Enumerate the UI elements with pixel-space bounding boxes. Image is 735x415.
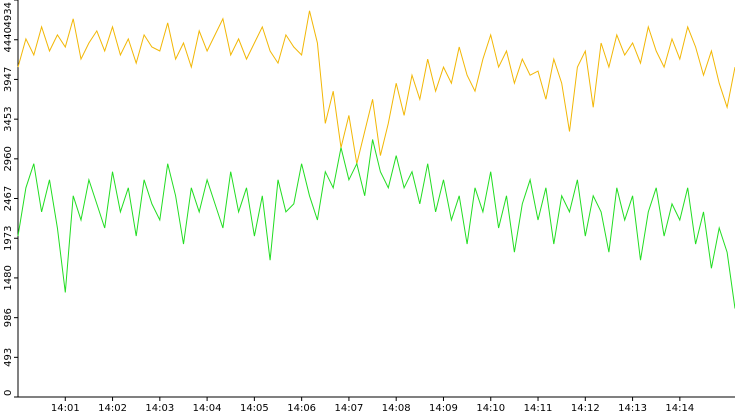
y-tick-label: 1973	[3, 226, 14, 251]
line-series	[17, 10, 735, 164]
x-tick-label: 14:05	[240, 403, 269, 414]
x-tick-label: 14:08	[382, 403, 411, 414]
y-tick-label: 1480	[3, 265, 14, 290]
y-tick-label: 2467	[3, 186, 14, 211]
y-tick-label: 0	[3, 390, 14, 396]
x-tick-label: 14:06	[287, 403, 316, 414]
x-tick-label: 14:07	[335, 403, 364, 414]
x-tick-label: 14:04	[193, 403, 222, 414]
x-tick-label: 14:13	[618, 403, 647, 414]
y-tick-label: 986	[3, 308, 14, 327]
y-tick-label: 3453	[3, 106, 14, 131]
x-tick-label: 14:11	[524, 403, 553, 414]
x-tick-label: 14:10	[476, 403, 505, 414]
line-series	[17, 139, 735, 309]
y-tick-label: 4440	[3, 27, 14, 52]
y-tick-label: 4934	[3, 2, 14, 27]
x-tick-label: 14:14	[665, 403, 694, 414]
x-tick-label: 14:09	[429, 403, 458, 414]
x-tick-label: 14:12	[571, 403, 600, 414]
y-tick-label: 2960	[3, 146, 14, 171]
y-tick-label: 3947	[3, 67, 14, 92]
x-tick-label: 14:01	[51, 403, 80, 414]
x-tick-label: 14:02	[98, 403, 127, 414]
y-tick-label: 493	[3, 348, 14, 367]
x-tick-label: 14:03	[145, 403, 174, 414]
